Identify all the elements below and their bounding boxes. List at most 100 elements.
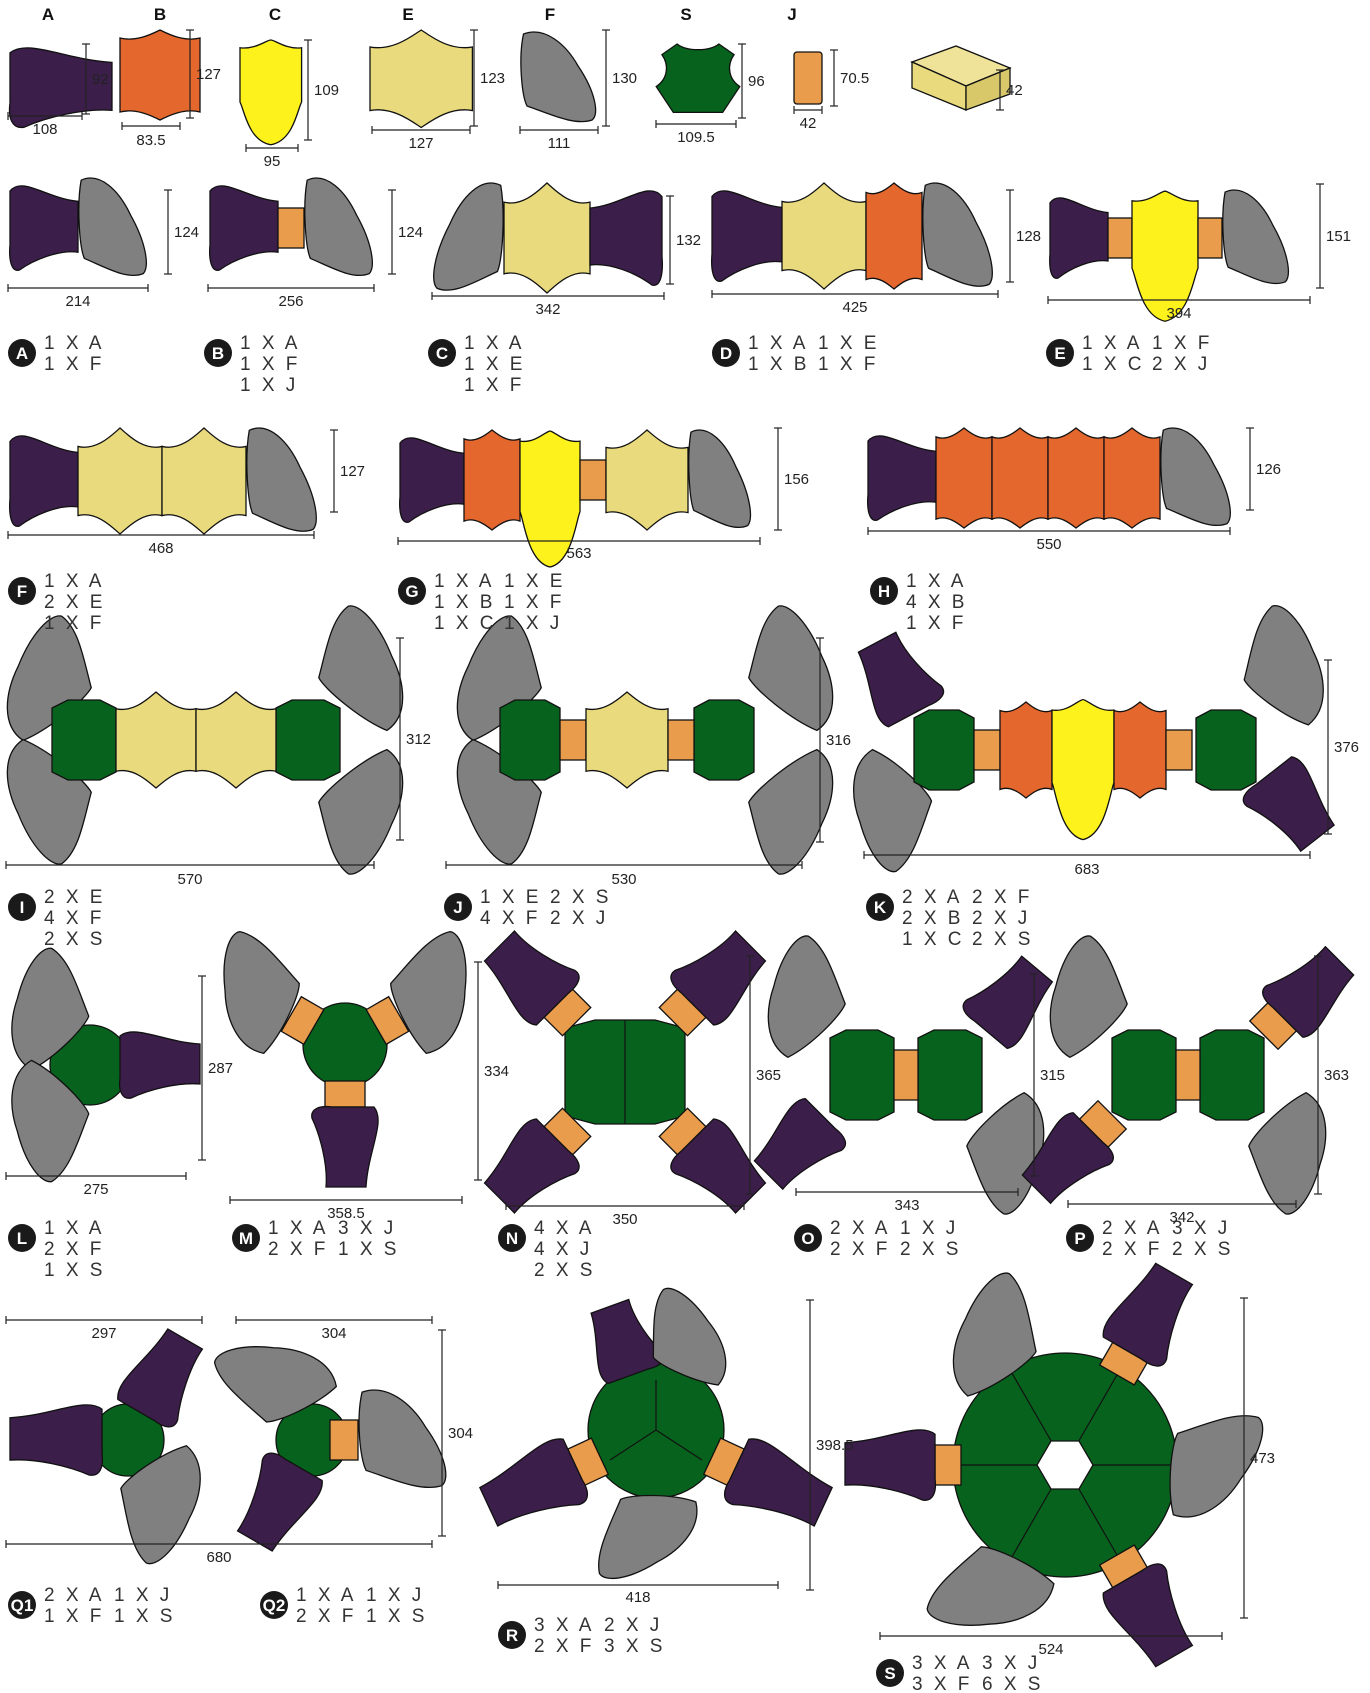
width-dimension: 109.5 [655,120,737,146]
ingredient-text: 1 X S [338,1239,399,1260]
piece-B-outline [1048,428,1104,528]
badge-circle [204,339,232,367]
width-dimension: 563 [397,537,761,562]
piece-A-outline [1050,198,1108,278]
dimension-label: 550 [1036,536,1061,553]
dimension-label: 130 [612,70,637,87]
badge-letter: K [874,898,887,917]
height-dimension: 312 [396,637,431,841]
badge-letter: R [506,1626,518,1645]
width-dimension: 418 [497,1581,779,1606]
ingredient-text: 3 X F [912,1674,972,1693]
height-dimension: 132 [666,195,701,285]
badge-circle [8,577,36,605]
dimension-label: 124 [398,224,423,241]
ingredient-text: 2 X F [296,1606,356,1627]
arm-A [1099,1560,1205,1674]
arm-F [637,1286,746,1388]
dimension-label: 683 [1074,861,1099,878]
piece-A [959,947,1062,1051]
arm-A [847,625,947,729]
piece-F [732,932,862,1061]
arm-F-inner [729,602,866,734]
spacer-J [324,1080,366,1108]
piece-C-outline [1052,700,1114,840]
piece-E [606,430,688,530]
assembly-label-H: H 1 X A4 X B1 X F [870,571,964,634]
height-dimension: 376 [1324,659,1359,835]
assembly-label-Q1: Q1 2 X A 1 X J 1 X F 1 X S [8,1585,172,1627]
piece-A [114,1323,215,1431]
piece-F [921,1269,1055,1400]
arm-A-inner [225,1449,326,1557]
dimension-label: 394 [1166,305,1191,322]
ingredient-text: 2 X F [830,1239,890,1260]
arm-F [0,1057,106,1186]
width-dimension: 342 [1067,1200,1297,1226]
arm-F [1226,602,1356,729]
assembly-label-R: R 3 X A 2 X J 2 X F 3 X S [498,1615,662,1657]
height-dimension: 96 [738,43,765,119]
dimensions-layer: 108 92 83.5 127 95 109 127 123 111 130 109.5 96 42 70… [5,29,1359,1658]
badge-circle [8,1224,36,1252]
assembly-label-N: N 4 X A4 X J2 X S [498,1218,594,1281]
ingredient-text: 2 X J [1152,354,1210,375]
assembly-E-shape [1050,190,1289,321]
piece-F [102,1442,231,1567]
piece-C-outline [1132,191,1198,321]
piece-A-outline [210,186,278,270]
ingredient-text: 1 X C [1082,354,1145,375]
ingredient-text: 1 X F [44,1606,104,1627]
piece-C [1052,700,1114,840]
ingredient-text: 1 X F [1152,333,1212,354]
badge-letter: C [436,344,448,363]
badge-circle [260,1591,288,1619]
piece-A-outline [590,191,662,285]
piece-C [1132,191,1198,321]
height-dimension: 42 [996,69,1023,111]
piece-E-outline [78,428,162,534]
spacer-J [893,1049,919,1101]
ingredient-text: 2 X A [830,1218,890,1239]
ingredient-text: 2 X S [44,929,105,950]
arm-F [732,932,862,1061]
piece-B [992,428,1048,528]
arm-A [1239,754,1344,861]
badge-circle [712,339,740,367]
ingredient-text: 1 X J [504,613,562,634]
badge-letter: S [884,1664,895,1683]
seat-divider [1008,1367,1052,1442]
dimension-label: 342 [535,301,560,318]
piece-C [240,40,302,145]
piece-F [0,1057,106,1186]
ingredient-text: 2 X B [902,908,963,929]
badge-letter: N [506,1229,518,1248]
assembly-label-B: B 1 X A1 X F1 X J [204,333,297,396]
seat-S [693,699,755,781]
ingredient-text: 2 X J [550,908,608,929]
arm-F-inner [818,746,949,876]
arm-A-inner [474,1435,591,1540]
piece-B [1000,702,1052,798]
badge-circle [8,339,36,367]
spacer-J [1107,217,1133,259]
piece-A [590,191,662,285]
arm-A-inner [312,1107,378,1187]
piece-A [845,1430,935,1500]
arm-F-inner [0,944,106,1073]
piece-A [1099,1257,1205,1371]
ingredient-text: 1 X B [434,592,495,613]
piece-F [434,183,503,290]
piece-F-outline [247,428,316,531]
dimension-label: 312 [406,731,431,748]
badge-letter: G [405,582,418,601]
dimension-label: 126 [1256,461,1281,478]
arm-A [1099,1257,1205,1371]
piece-F [79,178,146,275]
piece-E-outline [782,183,866,289]
piece-C-outline [520,431,580,567]
ingredient-text: 4 X A [534,1218,594,1239]
width-dimension: 256 [207,284,375,310]
width-dimension: 108 [7,112,83,138]
piece-title: J [787,5,796,24]
